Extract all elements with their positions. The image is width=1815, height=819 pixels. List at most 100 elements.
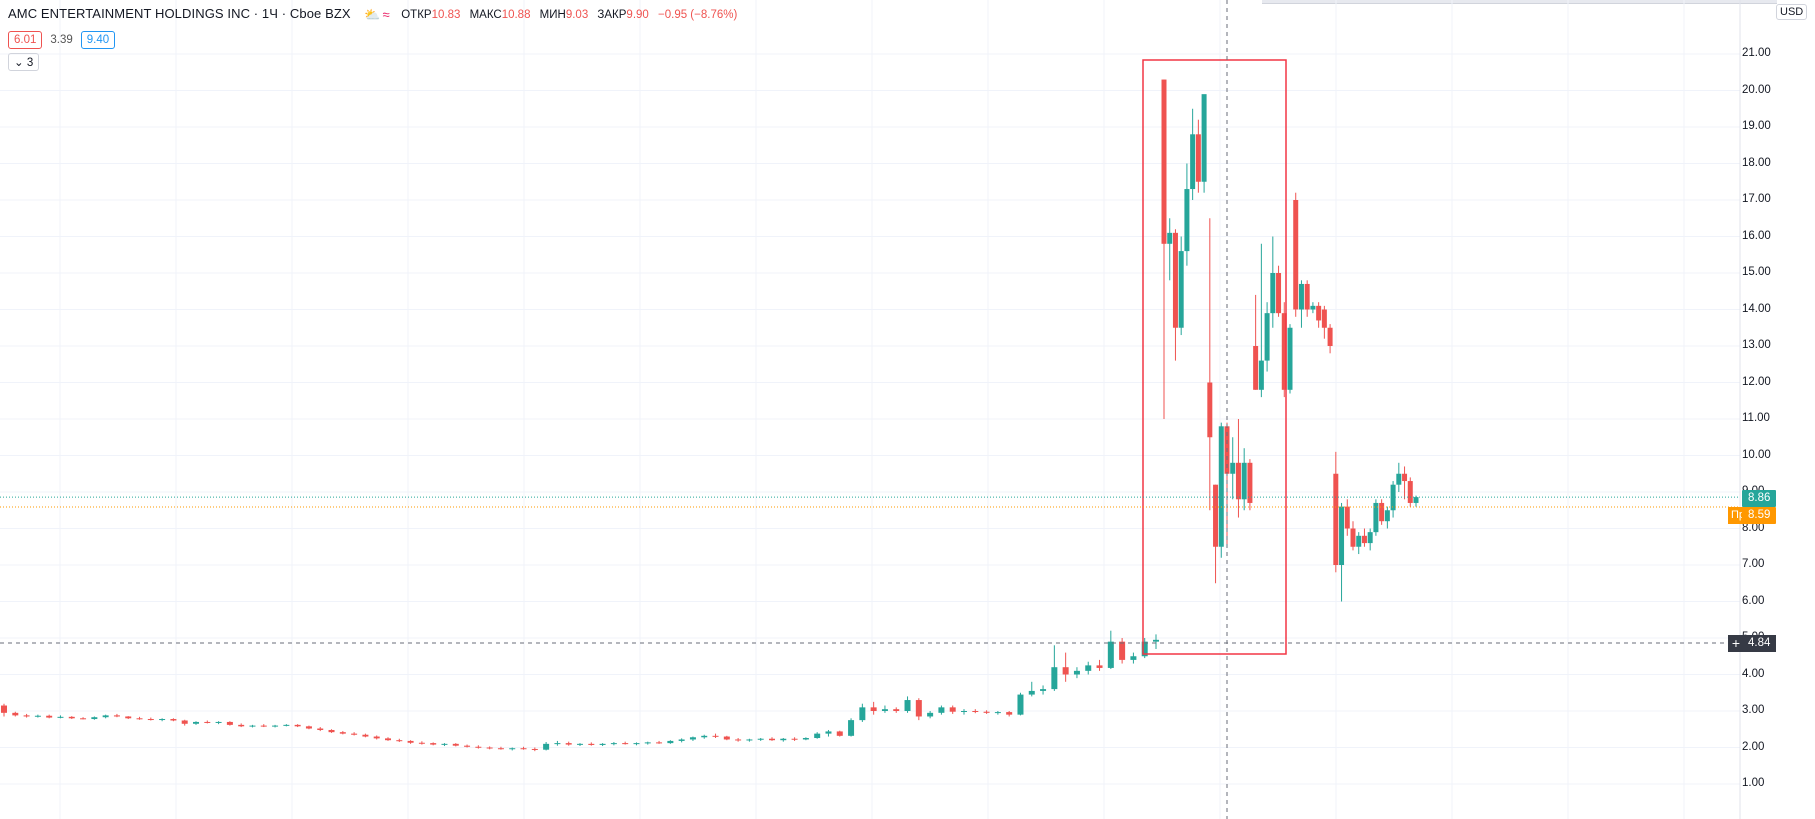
candle-body (46, 715, 53, 718)
candle-body (1028, 690, 1035, 695)
candle-body (701, 735, 708, 738)
price-tick-label: 3.00 (1742, 704, 1765, 716)
candle-body (656, 742, 663, 744)
candle-body (1213, 484, 1219, 547)
candle-body (509, 748, 516, 750)
candle-body (91, 717, 98, 720)
candle-body (543, 743, 550, 750)
candle-body (204, 721, 211, 723)
candle-body (1298, 283, 1304, 310)
indicators-toggle[interactable]: ⌄ 3 (8, 53, 40, 71)
candle-body (1190, 134, 1196, 190)
candle-body (1276, 273, 1282, 314)
candle-body (1085, 665, 1092, 671)
price-tick-label: 4.00 (1742, 667, 1765, 680)
candle-body (283, 724, 290, 726)
candle-body (1235, 462, 1241, 500)
grid-lines (0, 0, 1741, 819)
candle-body (870, 707, 877, 711)
candle-body (1096, 665, 1103, 668)
candle-body (430, 743, 437, 745)
candle-body (80, 718, 87, 720)
add-plus-icon[interactable]: + (1728, 635, 1744, 652)
candle-body (193, 721, 199, 724)
candle-body (1270, 273, 1276, 314)
price-tick-label: 8.00 (1742, 521, 1765, 534)
candle-body (667, 740, 674, 744)
candle-body (1390, 484, 1396, 511)
candle-body (396, 740, 403, 742)
wave-icon[interactable]: ≈ (382, 6, 390, 22)
candle-body (1379, 502, 1385, 522)
candle-body (1384, 510, 1390, 522)
candle-body (1017, 694, 1024, 715)
candle-body (961, 711, 967, 712)
candle-body (249, 725, 256, 727)
sun-cloud-icon[interactable]: ⛅ (364, 6, 381, 22)
candle-body (1407, 481, 1413, 503)
sell-button[interactable]: 6.01 (8, 31, 43, 49)
candle-body (1184, 189, 1190, 252)
candle-body (147, 719, 154, 721)
candle-body (68, 716, 75, 719)
candle-body (23, 715, 30, 717)
candle-body (1413, 497, 1419, 503)
candle-body (1373, 502, 1379, 533)
candle-body (497, 748, 504, 750)
candle-body (554, 743, 561, 745)
candle-body (520, 748, 527, 750)
candle-body (1201, 94, 1207, 182)
candle-body (441, 743, 448, 745)
crosshair-price-tag: 4.84 (1742, 635, 1777, 652)
candle-body (351, 733, 358, 735)
candle-body (723, 736, 730, 740)
candle-body (1356, 535, 1362, 547)
candle-body (1130, 656, 1137, 660)
candle-body (1293, 200, 1299, 310)
ohlc-values: ОТКР10.83 МАКС10.88 МИН9.03 ЗАКР9.90 −0.… (401, 9, 738, 21)
candle-body (746, 739, 753, 741)
price-tick-label: 1.00 (1742, 777, 1765, 789)
candle-body (102, 715, 109, 718)
candle-body (1119, 641, 1126, 660)
candle-body (1310, 305, 1316, 310)
candle-body (994, 712, 1001, 714)
candle-body (1040, 689, 1047, 691)
candle-body (1327, 327, 1333, 346)
candle-body (848, 720, 855, 736)
candle-body (1107, 641, 1114, 668)
price-tick-label: 7.00 (1742, 558, 1765, 570)
premarket-price-tag: 8.59 (1742, 507, 1777, 524)
candle-body (1195, 134, 1201, 182)
candle-body (1247, 462, 1253, 503)
candle-body (757, 738, 764, 740)
candle-body (1258, 360, 1264, 390)
candle-body (1344, 506, 1350, 529)
candle-body (531, 748, 538, 750)
candle-body (622, 743, 629, 745)
price-tick-label: 17.00 (1742, 193, 1771, 205)
candle-body (226, 721, 233, 725)
candle-body (565, 743, 572, 745)
candle-body (1161, 79, 1167, 244)
candle-body (735, 739, 742, 741)
candle-body (305, 726, 312, 729)
candle-body (418, 742, 425, 744)
candle-body (1073, 670, 1080, 675)
candle-body (1178, 251, 1184, 328)
candle-body (113, 715, 120, 717)
candle-body (678, 739, 685, 741)
price-tick-label: 20.00 (1742, 83, 1771, 96)
buy-button[interactable]: 9.40 (80, 31, 116, 49)
candle-body (34, 715, 41, 717)
currency-button[interactable]: USD (1776, 4, 1808, 20)
candle-body (949, 707, 956, 712)
candle-body (881, 709, 888, 711)
candle-body (1281, 313, 1287, 390)
candle-body (972, 711, 979, 712)
candle-body (125, 716, 132, 719)
symbol-title[interactable]: AMC ENTERTAINMENT HOLDINGS INC · 1Ч · Cb… (8, 6, 351, 21)
candle-body (170, 719, 177, 721)
candle-body (452, 743, 459, 746)
